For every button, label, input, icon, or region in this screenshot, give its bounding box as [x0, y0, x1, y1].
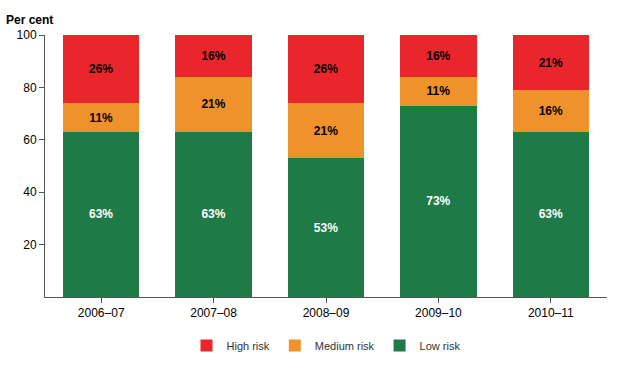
svg-text:11%: 11%	[89, 111, 113, 125]
svg-text:21%: 21%	[201, 97, 225, 111]
svg-text:Low risk: Low risk	[420, 340, 461, 352]
svg-text:2010–11: 2010–11	[528, 306, 574, 320]
svg-text:40: 40	[23, 185, 37, 199]
svg-text:11%: 11%	[427, 84, 451, 98]
svg-text:16%: 16%	[201, 49, 225, 63]
svg-text:2006–07: 2006–07	[78, 306, 125, 320]
svg-text:26%: 26%	[314, 62, 338, 76]
svg-text:63%: 63%	[89, 207, 113, 221]
svg-text:26%: 26%	[89, 62, 113, 76]
svg-text:63%: 63%	[539, 207, 563, 221]
svg-text:High risk: High risk	[227, 340, 270, 352]
svg-text:Per cent: Per cent	[6, 13, 53, 27]
svg-text:20: 20	[23, 238, 37, 252]
svg-text:60: 60	[23, 133, 37, 147]
svg-text:100: 100	[17, 28, 37, 42]
svg-text:53%: 53%	[314, 221, 338, 235]
svg-text:2009–10: 2009–10	[415, 306, 462, 320]
svg-text:21%: 21%	[314, 124, 338, 138]
svg-text:63%: 63%	[201, 207, 225, 221]
svg-text:2008–09: 2008–09	[303, 306, 350, 320]
svg-text:2007–08: 2007–08	[190, 306, 237, 320]
svg-text:Medium risk: Medium risk	[315, 340, 375, 352]
svg-text:16%: 16%	[539, 104, 563, 118]
svg-text:73%: 73%	[426, 194, 450, 208]
svg-text:21%: 21%	[539, 56, 563, 70]
svg-text:80: 80	[23, 81, 37, 95]
svg-text:16%: 16%	[426, 49, 450, 63]
